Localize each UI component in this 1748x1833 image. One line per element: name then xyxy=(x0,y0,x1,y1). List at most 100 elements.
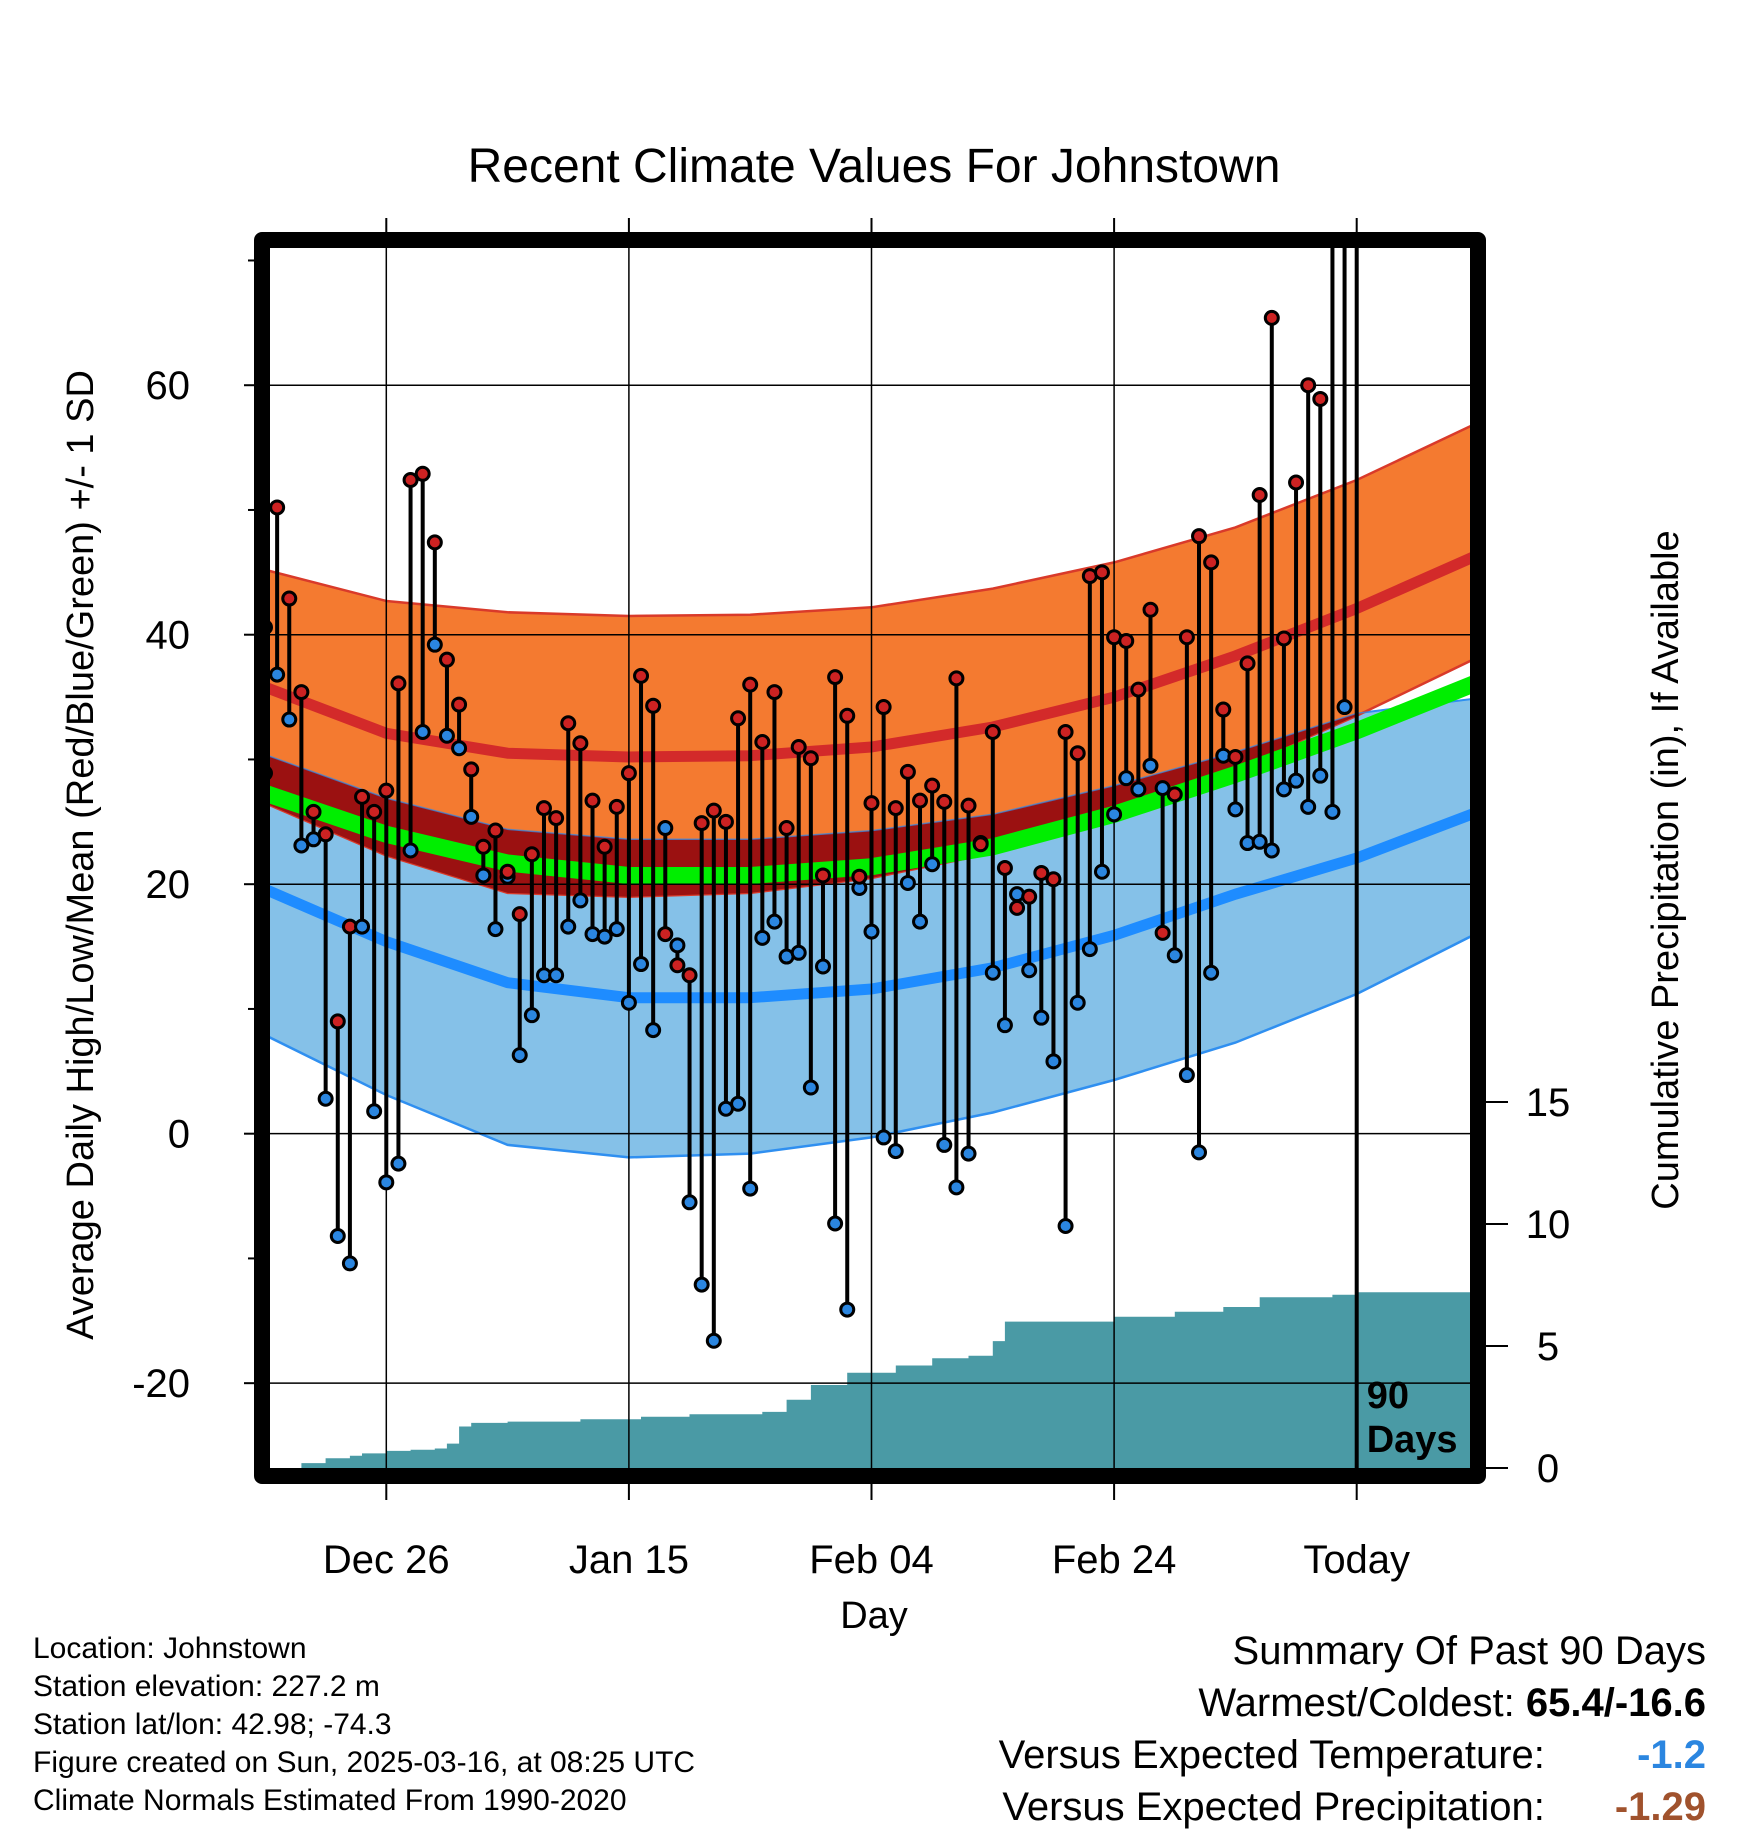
high-temp-dot xyxy=(851,868,868,885)
low-temp-dot xyxy=(1021,962,1038,979)
high-temp-dot xyxy=(584,792,601,809)
high-temp-dot xyxy=(1239,655,1256,672)
high-temp-dot xyxy=(535,800,552,817)
low-temp-dot xyxy=(438,727,455,744)
high-temp-dot xyxy=(354,788,371,805)
low-temp-dot xyxy=(596,928,613,945)
y-right-tick-label: 0 xyxy=(1537,1447,1559,1491)
high-temp-dot xyxy=(875,699,892,716)
low-temp-dot xyxy=(572,892,589,909)
low-temp-dot xyxy=(657,820,674,837)
high-temp-dot xyxy=(1338,0,1351,7)
low-temp-dot xyxy=(390,1155,407,1172)
low-temp-dot xyxy=(620,994,637,1011)
low-temp-dot xyxy=(863,923,880,940)
band-overlap xyxy=(270,713,1357,897)
high-temp-dot xyxy=(438,651,455,668)
high-temp-dot xyxy=(887,800,904,817)
high-temp-dot xyxy=(1118,632,1135,649)
high-temp-dot xyxy=(1142,601,1159,618)
low-temp-dot xyxy=(341,1255,358,1272)
high-temp-dot xyxy=(1326,0,1339,7)
high-temp-dot xyxy=(645,697,662,714)
low-temp-dot xyxy=(839,1301,856,1318)
high-temp-dot xyxy=(1178,629,1195,646)
low-temp-dot xyxy=(887,1143,904,1160)
high-temp-dot xyxy=(1263,309,1280,326)
low-temp-dot xyxy=(669,937,686,954)
high-temp-dot xyxy=(305,803,322,820)
precip-anomaly-row: Versus Expected Precipitation: -1.29 xyxy=(999,1781,1706,1833)
high-temp-dot xyxy=(754,733,771,750)
low-temp-dot xyxy=(270,666,286,683)
high-temp-dot xyxy=(1215,701,1232,718)
low-temp-dot xyxy=(487,921,504,938)
low-temp-dot xyxy=(1118,770,1135,787)
high-temp-dot xyxy=(329,1013,346,1030)
high-temp-dot xyxy=(657,926,674,943)
high-temp-dot xyxy=(1275,630,1292,647)
high-temp-dot xyxy=(948,670,965,687)
low-temp-dot xyxy=(366,1103,383,1120)
high-temp-dot xyxy=(414,465,431,482)
high-temp-dot xyxy=(523,846,540,863)
y-right-tick-label: 10 xyxy=(1526,1203,1571,1247)
low-temp-dot xyxy=(1045,1053,1062,1070)
low-temp-dot xyxy=(414,724,431,741)
high-temp-dot xyxy=(924,777,941,794)
normals-text: Climate Normals Estimated From 1990-2020 xyxy=(33,1784,627,1817)
low-temp-dot xyxy=(378,1174,395,1191)
high-temp-dot xyxy=(1045,871,1062,888)
high-temp-dot xyxy=(548,810,565,827)
high-temp-dot xyxy=(390,675,407,692)
high-temp-dot xyxy=(863,795,880,812)
low-temp-dot xyxy=(742,1180,759,1197)
x-tick-label: Dec 26 xyxy=(323,1538,450,1582)
high-temp-dot xyxy=(270,499,286,516)
high-temp-dot xyxy=(1251,486,1268,503)
low-temp-dot xyxy=(827,1215,844,1232)
high-temp-dot xyxy=(1069,745,1086,762)
low-temp-dot xyxy=(1324,803,1341,820)
y-left-tick-label: 0 xyxy=(168,1113,190,1157)
high-temp-dot xyxy=(1288,474,1305,491)
high-temp-dot xyxy=(742,676,759,693)
low-temp-dot xyxy=(1154,780,1171,797)
high-temp-dot xyxy=(669,957,686,974)
x-tick-label: Jan 15 xyxy=(569,1538,689,1582)
low-temp-dot xyxy=(329,1227,346,1244)
high-temp-dot xyxy=(608,798,625,815)
high-temp-dot xyxy=(766,684,783,701)
y-left-tick-label: -20 xyxy=(132,1362,190,1406)
x-tick-label: Feb 24 xyxy=(1052,1538,1177,1582)
y-left-tick-label: 40 xyxy=(146,614,191,658)
high-temp-dot xyxy=(1312,390,1329,407)
high-temp-dot xyxy=(317,826,334,843)
precip-anomaly-value: -1.29 xyxy=(1614,1785,1706,1829)
location-text: Location: Johnstown xyxy=(33,1632,307,1665)
low-temp-dot xyxy=(270,766,273,780)
low-temp-dot xyxy=(1033,1009,1050,1026)
precip-anomaly-label: Versus Expected Precipitation: xyxy=(1002,1785,1545,1829)
high-temp-dot xyxy=(281,590,298,607)
high-temp-dot xyxy=(620,765,637,782)
low-temp-dot xyxy=(802,1079,819,1096)
chart-title: Recent Climate Values For Johnstown xyxy=(468,140,1281,193)
high-temp-dot xyxy=(463,761,480,778)
warmest-coldest-row: Warmest/Coldest: 65.4/-16.6 xyxy=(999,1677,1706,1729)
low-temp-dot xyxy=(354,918,371,935)
y-axis-label-right: Cumulative Precipitation (in), If Availa… xyxy=(1645,530,1687,1209)
elevation-text: Station elevation: 227.2 m xyxy=(33,1670,380,1703)
warmest-coldest-value: 65.4/-16.6 xyxy=(1525,1681,1706,1725)
temp-anomaly-label: Versus Expected Temperature: xyxy=(998,1733,1545,1777)
low-temp-dot xyxy=(281,711,298,728)
high-temp-dot xyxy=(693,815,710,832)
high-temp-dot xyxy=(378,782,395,799)
high-temp-dot xyxy=(270,620,273,634)
low-temp-dot xyxy=(475,867,492,884)
high-temp-dot xyxy=(1057,724,1074,741)
low-temp-dot xyxy=(548,967,565,984)
x-tick-label: Feb 04 xyxy=(809,1538,934,1582)
